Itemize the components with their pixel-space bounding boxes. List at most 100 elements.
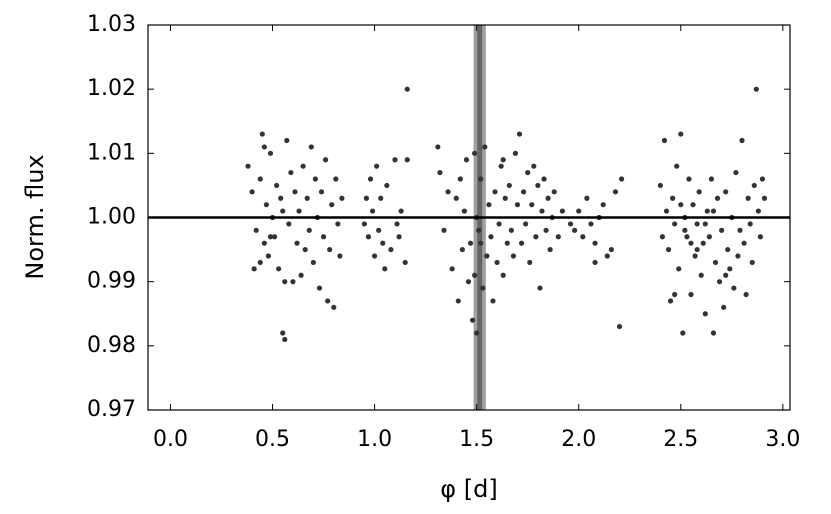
data-point xyxy=(365,234,372,240)
x-tick-label: 0.5 xyxy=(255,427,290,452)
data-point xyxy=(747,221,753,227)
data-point xyxy=(535,182,541,189)
y-tick-label: 0.98 xyxy=(87,333,136,358)
data-point xyxy=(282,336,288,343)
data-point xyxy=(322,157,329,163)
data-point xyxy=(280,330,286,336)
data-point xyxy=(320,234,327,240)
data-point xyxy=(755,208,761,214)
data-point xyxy=(657,182,663,189)
data-point xyxy=(276,266,282,272)
data-point xyxy=(245,163,251,169)
data-point xyxy=(445,189,451,195)
data-point xyxy=(374,163,380,169)
data-point xyxy=(698,272,704,278)
data-point xyxy=(435,144,441,150)
data-point xyxy=(290,279,296,285)
data-point xyxy=(308,144,314,150)
data-point xyxy=(688,291,694,298)
data-point xyxy=(467,240,474,246)
data-point xyxy=(521,189,527,195)
x-tick-label: 3.0 xyxy=(765,427,800,452)
data-point xyxy=(708,176,715,182)
data-point xyxy=(461,208,468,214)
data-point xyxy=(508,227,514,233)
data-point xyxy=(545,195,551,201)
data-point xyxy=(670,195,676,201)
data-point xyxy=(496,221,502,227)
data-point xyxy=(537,285,543,291)
data-point xyxy=(555,234,561,240)
data-point xyxy=(733,169,739,176)
data-point xyxy=(710,330,717,336)
data-point xyxy=(700,240,706,246)
data-point xyxy=(457,176,463,182)
data-point xyxy=(510,253,516,259)
data-point xyxy=(294,240,300,246)
data-point xyxy=(543,227,549,233)
data-point xyxy=(547,246,553,253)
data-point xyxy=(616,323,623,330)
data-point xyxy=(723,272,729,278)
x-tick-label: 1.0 xyxy=(357,427,392,452)
data-point xyxy=(382,266,388,272)
data-point xyxy=(727,266,733,272)
data-point xyxy=(500,157,506,163)
data-point xyxy=(261,144,267,150)
data-point xyxy=(731,285,737,291)
data-point xyxy=(723,189,729,195)
data-point xyxy=(380,240,386,246)
data-point xyxy=(592,259,598,266)
data-point xyxy=(612,189,619,195)
data-point xyxy=(455,298,461,304)
data-point xyxy=(541,176,547,182)
data-point xyxy=(702,311,708,317)
data-point xyxy=(488,234,494,240)
data-point xyxy=(292,189,298,195)
data-point xyxy=(251,266,257,272)
x-axis-title: φ [d] xyxy=(440,475,497,503)
data-point xyxy=(667,298,674,304)
data-point xyxy=(714,195,721,201)
data-point xyxy=(388,246,394,253)
data-point xyxy=(492,189,498,195)
data-point xyxy=(694,221,700,227)
data-point xyxy=(271,234,278,240)
data-point xyxy=(665,246,672,253)
data-point xyxy=(298,272,304,278)
data-point xyxy=(527,259,533,266)
data-point xyxy=(459,246,465,253)
data-point xyxy=(306,227,312,233)
y-axis-title: Norm. flux xyxy=(21,154,49,279)
data-point xyxy=(745,195,751,201)
data-point xyxy=(274,182,280,189)
data-point xyxy=(463,157,470,163)
data-point xyxy=(608,246,614,253)
data-point xyxy=(329,202,335,208)
data-point xyxy=(759,176,766,182)
y-tick-label: 1.03 xyxy=(87,12,136,37)
data-point xyxy=(514,202,521,208)
data-point xyxy=(267,234,274,240)
data-point xyxy=(480,285,486,291)
data-point xyxy=(704,208,710,214)
data-point xyxy=(498,163,504,169)
data-point xyxy=(486,202,492,208)
data-point xyxy=(339,195,345,201)
data-point xyxy=(721,304,727,310)
data-point xyxy=(378,195,384,201)
data-point xyxy=(719,227,725,233)
data-point xyxy=(523,221,529,227)
data-point xyxy=(472,272,478,278)
data-point xyxy=(688,240,694,246)
data-point xyxy=(533,234,539,240)
data-point xyxy=(682,227,688,233)
data-point xyxy=(441,227,447,233)
data-point xyxy=(678,202,684,208)
data-point xyxy=(404,86,410,92)
y-tick-label: 0.97 xyxy=(87,397,136,422)
data-point xyxy=(312,176,318,182)
data-point xyxy=(592,240,598,246)
x-tick-label: 2.5 xyxy=(663,427,698,452)
data-point xyxy=(474,330,480,336)
